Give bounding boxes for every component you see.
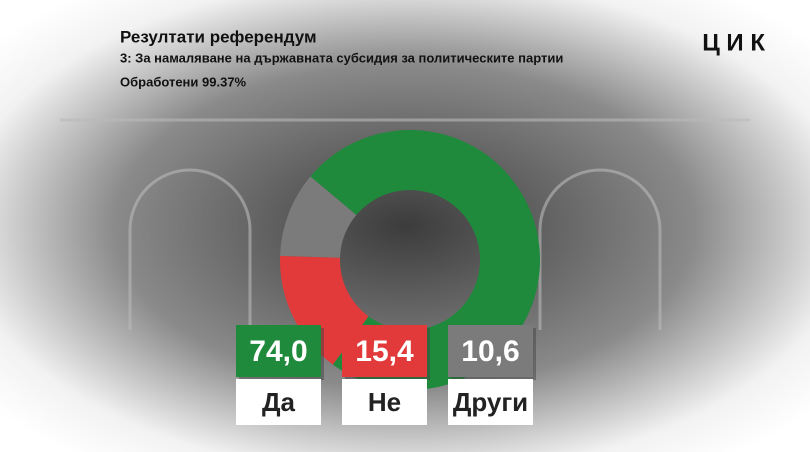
category-label: Други (453, 387, 528, 417)
donut-segment (280, 176, 357, 258)
category-label: Да (262, 387, 296, 417)
value-box (448, 325, 533, 377)
brand: Ц И К (702, 29, 765, 56)
value-box (236, 325, 321, 377)
value-box (342, 325, 427, 377)
annotation: Обработени 99.37% (120, 74, 247, 89)
label-box (448, 379, 533, 425)
value-boxes: 74,0 Да 15,4 Не 10,6 Други (236, 325, 536, 425)
label-box (342, 379, 427, 425)
title: Резултати референдум (120, 27, 317, 46)
label-box (236, 379, 321, 425)
building-arches (60, 118, 750, 330)
category-label: Не (368, 387, 401, 417)
value-label: 74,0 (249, 335, 307, 368)
value-label: 10,6 (461, 335, 519, 368)
value-label: 15,4 (355, 335, 414, 368)
subtitle: 3: За намаляване на държавната субсидия … (120, 50, 563, 65)
